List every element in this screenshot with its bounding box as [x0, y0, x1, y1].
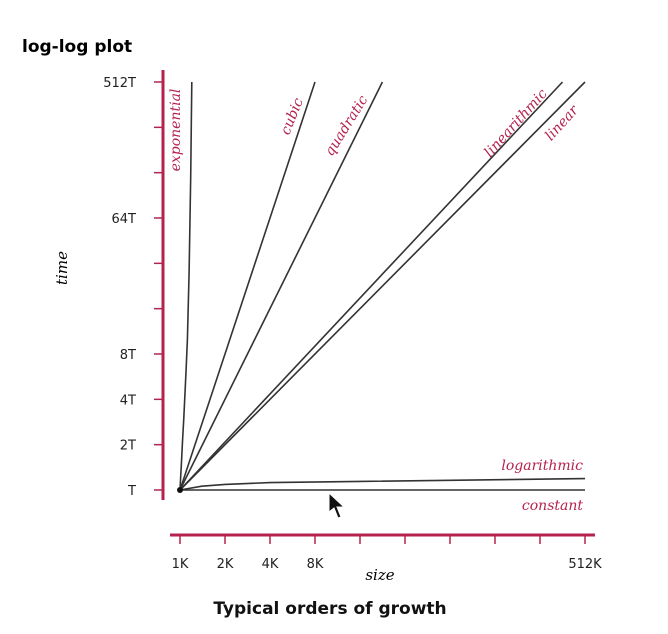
- x-tick-label: 8K: [307, 557, 324, 572]
- y-tick-label: 512T: [103, 76, 136, 91]
- series-label-logarithmic: logarithmic: [501, 458, 583, 474]
- chart-caption: Typical orders of growth: [213, 599, 446, 619]
- y-tick-label: 8T: [120, 348, 136, 363]
- y-tick-label: 64T: [112, 212, 137, 227]
- y-tick-label: 4T: [120, 393, 136, 408]
- series-line-exponential: [179, 81, 193, 491]
- series-label-exponential: exponential: [168, 89, 184, 172]
- series-line-linearithmic: [179, 81, 564, 491]
- series-label-linear: linear: [542, 102, 582, 144]
- series-label-quadratic: quadratic: [322, 93, 372, 160]
- mouse-cursor-icon: [328, 491, 346, 519]
- series-line-logarithmic: [179, 477, 586, 491]
- series-label-constant: constant: [522, 498, 583, 514]
- origin-point: [177, 487, 183, 493]
- series-line-cubic: [179, 81, 316, 491]
- series-line-quadratic: [179, 81, 384, 491]
- series-label-linearithmic: linearithmic: [481, 86, 551, 161]
- y-tick-label: 2T: [120, 439, 136, 454]
- x-tick-label: 512K: [568, 557, 602, 572]
- series-line-linear: [179, 81, 586, 491]
- series-lines-group: [177, 81, 586, 493]
- chart-title: log-log plot: [22, 37, 132, 57]
- y-axis-title: time: [53, 251, 71, 285]
- series-labels-group: exponential cubic quadratic linearithmiclin…: [168, 86, 583, 514]
- x-tick-label: 4K: [262, 557, 279, 572]
- y-tick-label: T: [127, 484, 136, 499]
- axes-group: T 2T 4T 8T 64T 512T 1K 2K 4K 8K 512K: [103, 70, 602, 572]
- series-label-cubic: cubic: [278, 96, 307, 138]
- x-tick-label: 1K: [172, 557, 189, 572]
- x-axis-title: size: [365, 566, 394, 584]
- x-tick-label: 2K: [217, 557, 234, 572]
